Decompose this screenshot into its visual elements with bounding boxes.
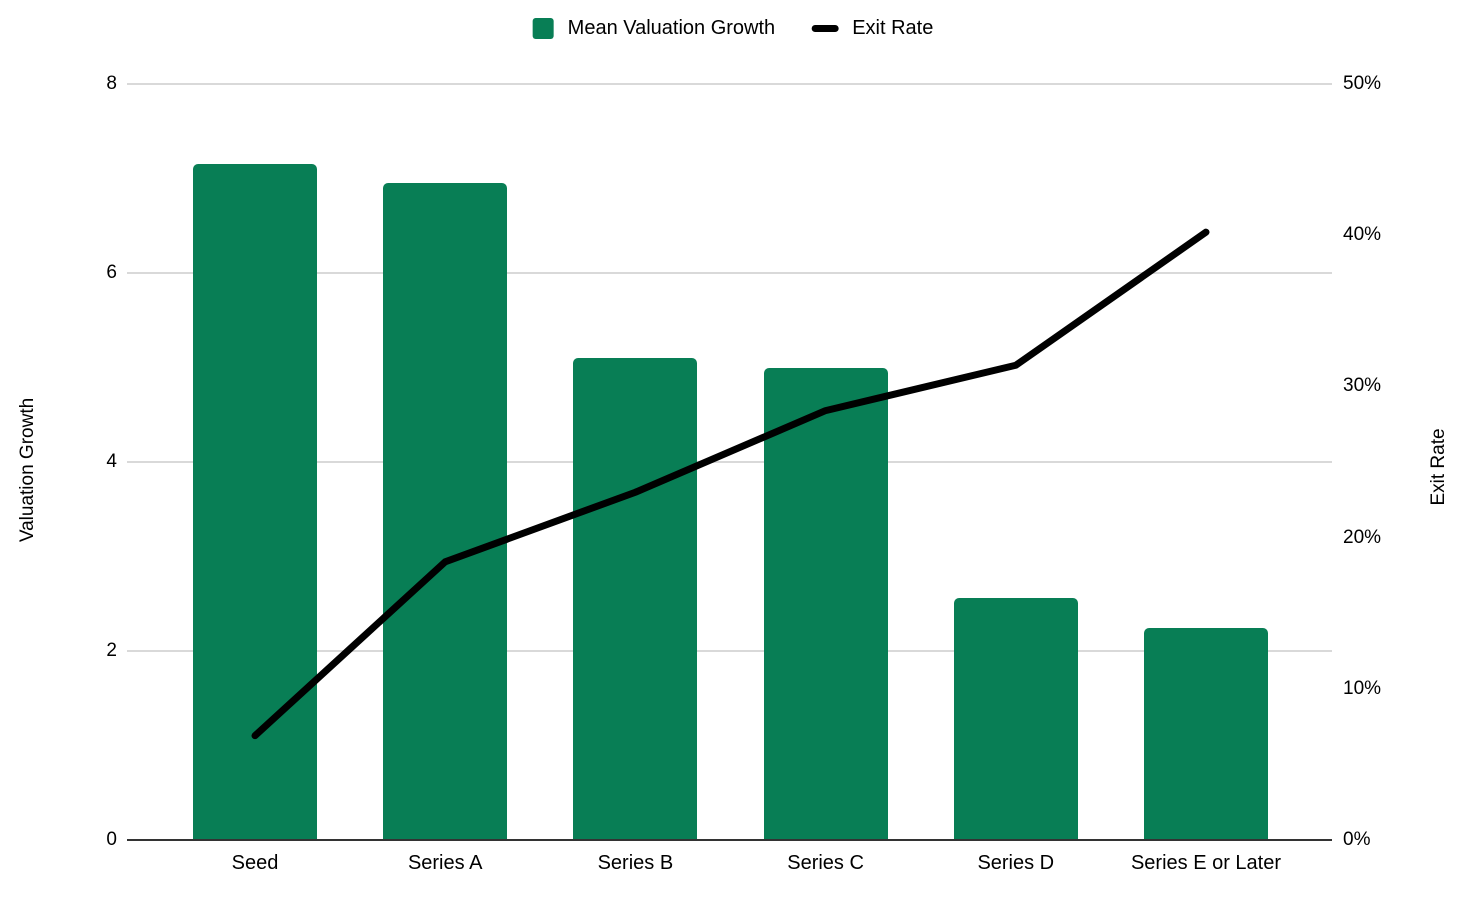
- left-axis-tick-label: 0: [106, 829, 117, 850]
- category-label: Series D: [977, 852, 1055, 874]
- category-label: Series C: [787, 852, 864, 874]
- chart-legend: Mean Valuation Growth Exit Rate: [532, 17, 933, 40]
- bar-series-d: [953, 598, 1078, 840]
- right-axis-tick-label: 30%: [1343, 375, 1382, 397]
- right-axis-tick-label: 40%: [1343, 224, 1382, 246]
- exit-rate-line: [251, 228, 1210, 740]
- bar-series-e-or-later: [1144, 628, 1268, 840]
- bar-series-b: [573, 358, 698, 840]
- right-axis-tick-label: 10%: [1343, 677, 1382, 699]
- right-axis-tick-label: 0%: [1343, 829, 1371, 850]
- right-axis-tick-label: 50%: [1343, 73, 1382, 94]
- category-label: Series A: [407, 852, 483, 874]
- legend-label-exit-rate: Exit Rate: [852, 17, 934, 39]
- bar-series-swatch-icon: [532, 18, 554, 39]
- gridline: [127, 461, 1332, 463]
- category-label: Series E or Later: [1130, 852, 1282, 874]
- bar-series-a: [383, 183, 508, 840]
- bar-series-c: [763, 367, 888, 840]
- gridline: [127, 83, 1332, 85]
- category-label: Series B: [597, 852, 674, 874]
- bar-seed: [193, 164, 317, 840]
- gridline: [127, 650, 1332, 652]
- legend-item-mean-valuation-growth: Mean Valuation Growth: [532, 17, 776, 40]
- legend-label-mean-valuation-growth: Mean Valuation Growth: [567, 17, 776, 39]
- legend-item-exit-rate: Exit Rate: [811, 17, 933, 40]
- left-axis-tick-label: 2: [106, 640, 117, 661]
- line-series-swatch-icon: [811, 25, 839, 32]
- right-axis-tick-label: 20%: [1343, 526, 1382, 548]
- category-label: Seed: [231, 852, 279, 874]
- left-axis-tick-label: 4: [106, 451, 117, 472]
- x-axis-baseline: [127, 839, 1332, 841]
- gridline: [127, 272, 1332, 274]
- left-axis-tick-label: 8: [106, 73, 117, 94]
- left-axis-tick-label: 6: [106, 262, 117, 283]
